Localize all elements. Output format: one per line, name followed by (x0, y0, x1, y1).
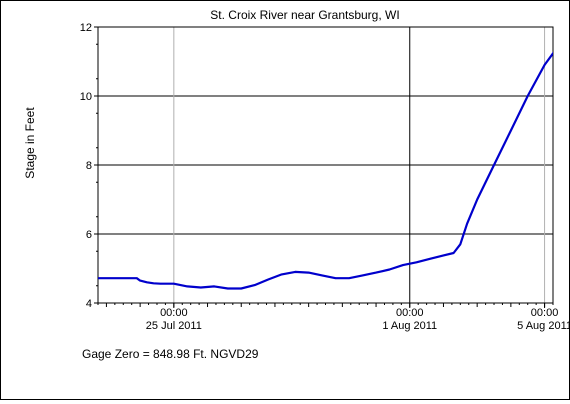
x-tick-time-label: 00:00 (531, 307, 559, 319)
y-tick-label: 8 (86, 160, 92, 172)
x-tick-date-label: 1 Aug 2011 (382, 320, 437, 332)
x-tick-time-label: 00:00 (160, 307, 188, 319)
grid-layer (98, 27, 553, 303)
y-tick-label: 4 (86, 298, 92, 310)
y-axis-label: Stage in Feet (23, 107, 37, 179)
chart-title: St. Croix River near Grantsburg, WI (210, 8, 399, 22)
y-tick-label: 6 (86, 229, 92, 241)
stage-series-line (98, 51, 553, 290)
y-tick-label: 12 (80, 22, 92, 34)
gage-zero-note: Gage Zero = 848.98 Ft. NGVD29 (82, 347, 259, 361)
x-tick-time-label: 00:00 (396, 307, 424, 319)
y-tick-label: 10 (80, 91, 92, 103)
series-layer (98, 51, 553, 290)
x-tick-date-label: 25 Jul 2011 (146, 320, 202, 332)
x-tick-date-label: 5 Aug 2011 (517, 320, 569, 332)
plot-area-border (97, 26, 554, 304)
axis-layer (94, 26, 554, 308)
